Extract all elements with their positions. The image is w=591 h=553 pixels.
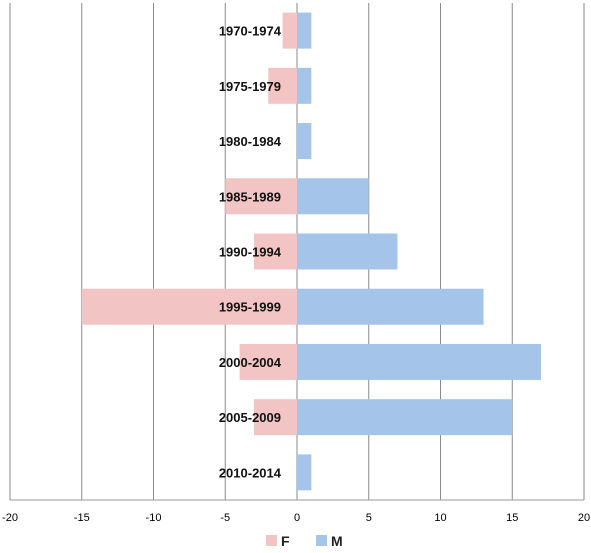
x-tick-label-4: 0 [294, 512, 300, 524]
bar-f-2005-2009 [253, 399, 297, 436]
category-label-1995-1999: 1995-1999 [219, 300, 281, 315]
x-tick-labels: -20 -15 -10 -5 0 5 10 15 20 [2, 512, 590, 524]
x-tick-label-0: -20 [2, 512, 18, 524]
category-label-2010-2014: 2010-2014 [219, 465, 282, 480]
bar-m-2005-2009 [297, 399, 513, 436]
bar-f-1970-1974 [282, 12, 297, 49]
bar-m-1970-1974 [297, 12, 312, 49]
bar-f-2000-2004 [239, 343, 297, 380]
category-label-2000-2004: 2000-2004 [219, 355, 282, 370]
bar-f-1990-1994 [253, 233, 297, 270]
bar-m-2010-2014 [297, 454, 312, 491]
category-label-2005-2009: 2005-2009 [219, 410, 281, 425]
x-tick-label-5: 5 [366, 512, 372, 524]
legend-label-m: M [331, 533, 343, 549]
x-tick-label-3: -5 [220, 512, 230, 524]
bar-f-1975-1979 [268, 67, 297, 104]
category-label-1985-1989: 1985-1989 [219, 189, 281, 204]
bar-m-1995-1999 [297, 288, 484, 325]
bar-m-1985-1989 [297, 178, 369, 215]
category-labels: 1970-1974 1975-1979 1980-1984 1985-1989 1990… [219, 24, 282, 481]
bar-m-1975-1979 [297, 67, 312, 104]
legend-swatch-m [316, 535, 327, 546]
bars [81, 12, 541, 491]
bar-m-1980-1984 [297, 123, 312, 160]
legend-label-f: F [281, 533, 290, 549]
bar-m-2000-2004 [297, 343, 541, 380]
x-tick-label-7: 15 [506, 512, 518, 524]
x-tick-label-2: -10 [146, 512, 162, 524]
bar-f-1995-1999 [81, 288, 297, 325]
bar-f-1985-1989 [225, 178, 297, 215]
category-label-1970-1974: 1970-1974 [219, 24, 282, 39]
category-label-1990-1994: 1990-1994 [219, 245, 282, 260]
category-label-1980-1984: 1980-1984 [219, 134, 282, 149]
x-tick-label-6: 10 [434, 512, 446, 524]
x-tick-label-1: -15 [74, 512, 90, 524]
bar-m-1990-1994 [297, 233, 398, 270]
x-tick-label-8: 20 [578, 512, 590, 524]
category-label-1975-1979: 1975-1979 [219, 79, 281, 94]
legend-swatch-f [266, 535, 277, 546]
